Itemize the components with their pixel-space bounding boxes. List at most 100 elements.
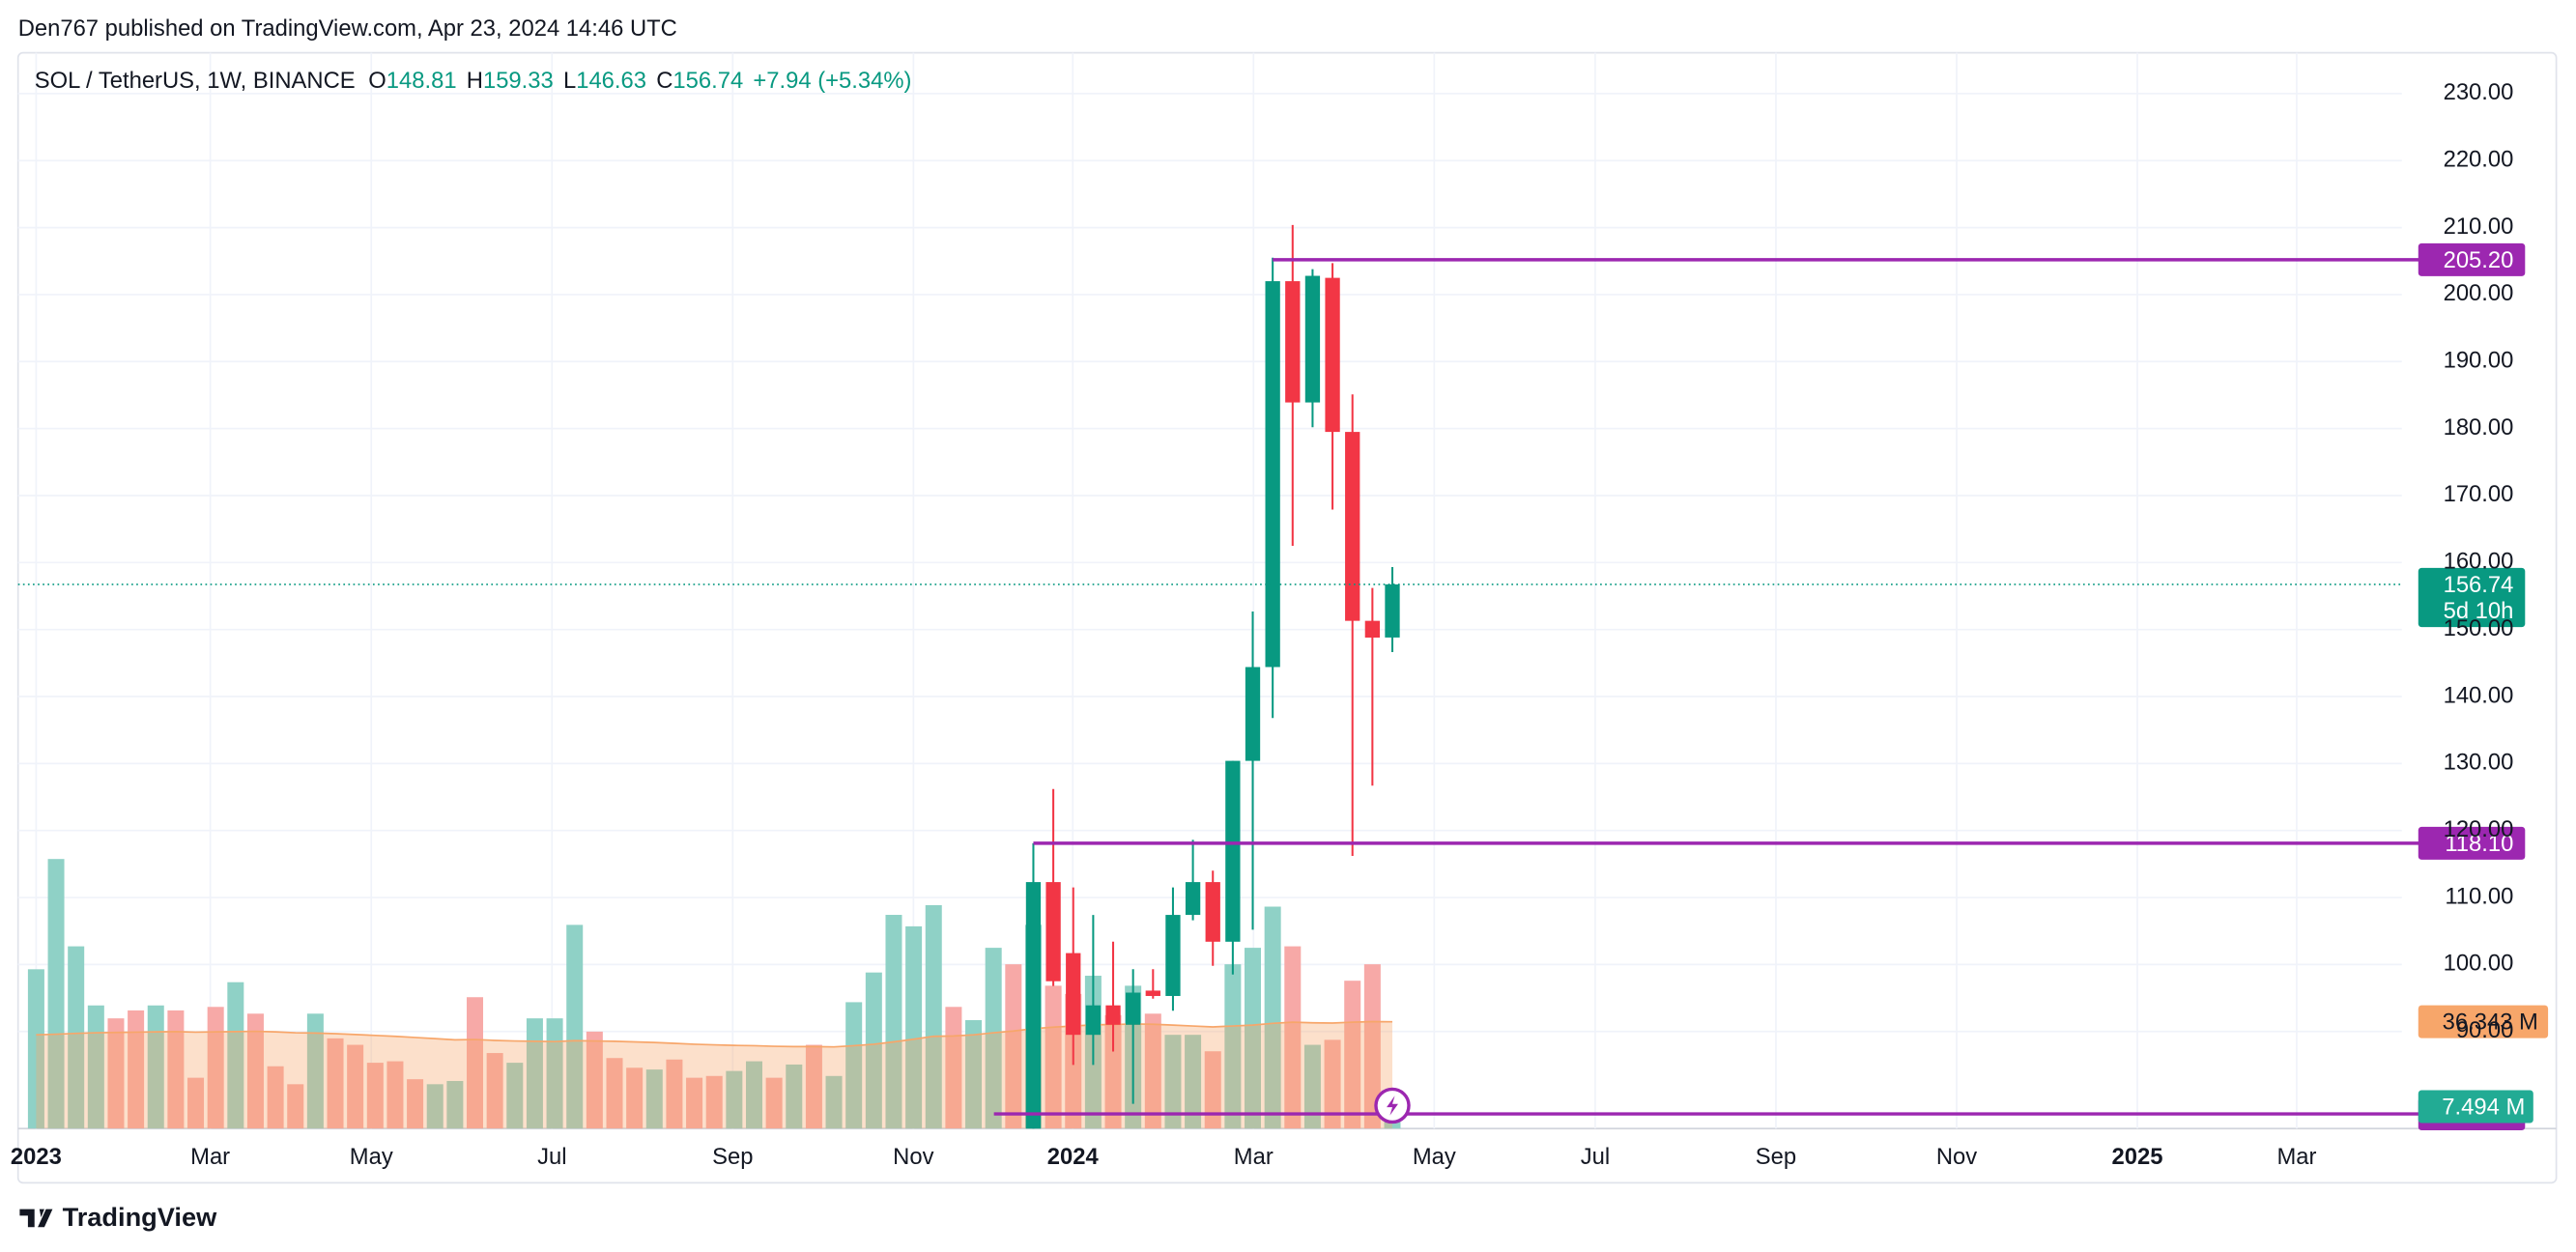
volume-bar	[187, 1077, 205, 1129]
y-tick-label: 210.00	[2444, 213, 2514, 240]
volume-bar	[686, 1077, 703, 1129]
volume-bar	[606, 1058, 623, 1129]
volume-label: 7.494 M	[2442, 1094, 2525, 1120]
volume-bar	[645, 1069, 663, 1129]
x-tick-label: 2025	[2112, 1144, 2163, 1170]
candle-body	[1345, 432, 1360, 621]
volume-bar	[467, 997, 484, 1129]
volume-bar	[526, 1018, 543, 1129]
volume-bar	[765, 1077, 783, 1129]
volume-bar	[167, 1010, 185, 1129]
y-tick-label: 170.00	[2444, 481, 2514, 507]
candle-body	[1145, 990, 1160, 996]
volume-bar	[905, 925, 923, 1129]
x-tick-label: May	[1413, 1144, 1456, 1170]
volume-bar	[27, 969, 44, 1129]
legend-value: 148.81	[386, 68, 457, 94]
x-tick-label: Sep	[712, 1144, 753, 1170]
volume-bar	[147, 1005, 164, 1129]
volume-bar	[107, 1018, 125, 1129]
volume-bar	[1164, 1035, 1182, 1129]
level-label: 205.20	[2444, 247, 2514, 273]
volume-bar	[1245, 948, 1262, 1129]
legend-value: 156.74	[673, 68, 743, 94]
volume-bar	[446, 1080, 464, 1129]
volume-bar	[1104, 1014, 1122, 1129]
volume-bar	[407, 1079, 424, 1129]
y-tick-label: 200.00	[2444, 280, 2514, 306]
volume-bar	[366, 1063, 384, 1129]
y-tick-label: 150.00	[2444, 615, 2514, 641]
x-tick-label: Nov	[893, 1144, 933, 1170]
volume-bar	[965, 1019, 983, 1129]
alert-bolt	[1387, 1096, 1398, 1116]
volume-bar	[246, 1013, 264, 1129]
price-label-box	[2418, 567, 2526, 628]
volume-bar	[1284, 946, 1302, 1129]
x-tick-label: May	[350, 1144, 393, 1170]
footer-logo: TradingView	[19, 1202, 217, 1232]
volume-bar	[1363, 964, 1381, 1129]
candle-body	[1045, 882, 1061, 982]
volume-ma-label: 36.343 M	[2443, 1010, 2538, 1036]
volume-bar	[626, 1067, 644, 1129]
candle-body	[1385, 583, 1400, 638]
x-tick-label: 2024	[1047, 1144, 1100, 1170]
candle-body	[1245, 667, 1261, 761]
chart-frame	[16, 51, 2558, 1184]
volume-bar	[566, 925, 584, 1129]
volume-label-box	[2418, 1090, 2533, 1124]
legend-key: L	[563, 68, 576, 94]
volume-bar	[745, 1061, 762, 1129]
volume-bar	[1224, 964, 1242, 1129]
legend: SOL / TetherUS, 1W, BINANCE O148.81 H159.3…	[35, 68, 912, 94]
legend-value: 159.33	[483, 68, 554, 94]
x-tick-label: Sep	[1756, 1144, 1796, 1170]
legend-key: H	[467, 68, 483, 94]
volume-bar	[1324, 1039, 1341, 1129]
volume-bar	[386, 1061, 404, 1129]
volume-bar	[267, 1066, 284, 1129]
grid	[17, 52, 2402, 1129]
y-tick-label: 130.00	[2444, 750, 2514, 776]
candle-body	[1304, 275, 1321, 403]
x-tick-label: Jul	[537, 1144, 566, 1170]
x-tick-label: Nov	[1936, 1144, 1977, 1170]
volume-bar	[306, 1013, 324, 1129]
volume-ma-label-box	[2418, 1005, 2549, 1039]
volume-bar	[486, 1053, 503, 1129]
published-note: Den767 published on TradingView.com, Apr…	[18, 15, 677, 42]
volume-bar	[925, 904, 942, 1129]
volume-bar	[805, 1044, 822, 1129]
volume-bar	[227, 982, 244, 1129]
volume-bar	[128, 1010, 145, 1129]
candle-body	[1126, 992, 1141, 1025]
candle-body	[1025, 882, 1042, 1129]
y-tick-label: 100.00	[2444, 951, 2514, 977]
volume-bar	[945, 1007, 962, 1129]
x-tick-label: Mar	[1234, 1144, 1274, 1170]
volume-bar	[546, 1018, 563, 1129]
volume-bar	[885, 915, 902, 1129]
volume-bar	[1264, 906, 1281, 1129]
volume-bar	[87, 1005, 104, 1129]
volume-bar	[506, 1063, 524, 1129]
legend-value: 146.63	[576, 68, 646, 94]
volume-bar	[825, 1075, 843, 1129]
candle-body	[1205, 882, 1220, 942]
volume-bar	[1204, 1051, 1221, 1129]
candle-body	[1085, 1005, 1102, 1036]
level-label-box	[2418, 826, 2526, 860]
legend-key: O	[368, 68, 386, 94]
y-tick-label: 180.00	[2444, 414, 2514, 441]
y-tick-label: 230.00	[2444, 79, 2514, 105]
volume-bar	[287, 1084, 304, 1129]
candle-body	[1165, 915, 1181, 996]
countdown-label: 5d 10h	[2444, 598, 2514, 624]
legend-text: SOL / TetherUS, 1W, BINANCE O148.81 H159.3…	[35, 68, 912, 94]
legend-symbol: SOL / TetherUS, 1W, BINANCE	[35, 68, 356, 94]
y-tick-label: 110.00	[2445, 883, 2513, 909]
volume-bar	[426, 1084, 444, 1129]
